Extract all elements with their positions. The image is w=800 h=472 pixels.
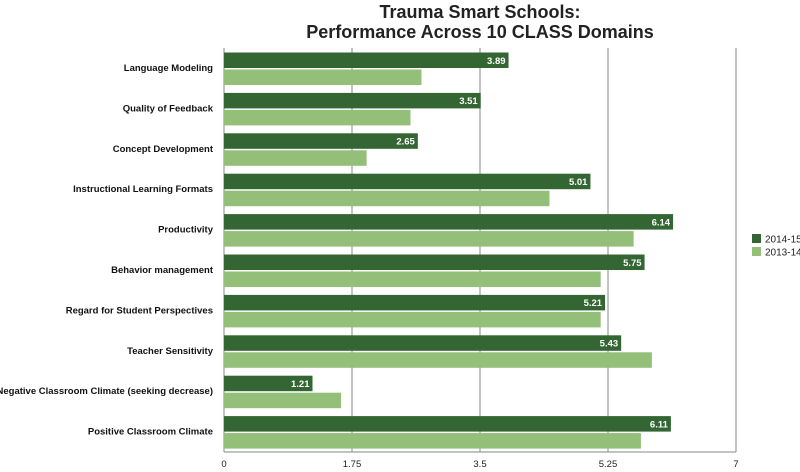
category-label: Positive Classroom Climate [88,427,213,438]
x-tick-label: 1.75 [343,459,362,470]
bar-2013-14 [224,231,634,247]
category-label: Behavior management [111,265,214,276]
chart-title-line-2: Performance Across 10 CLASS Domains [306,22,653,42]
bar-2014-15 [224,214,674,230]
legend-label: 2014-15 [765,235,800,246]
data-label-2014-15: 1.21 [291,379,310,390]
data-label-2014-15: 6.11 [650,419,669,430]
legend-label: 2013-14 [765,248,800,259]
data-label-2014-15: 6.14 [652,217,671,228]
category-label: Instructional Learning Formats [73,184,213,195]
bar-2013-14 [224,190,550,207]
bar-2013-14 [224,352,652,368]
data-label-2014-15: 2.65 [396,137,415,148]
bar-2014-15 [224,416,671,432]
category-label: Teacher Sensitivity [127,346,214,357]
category-label: Negative Classroom Climate (seeking decr… [0,386,213,397]
gridlines [223,48,737,453]
x-tick-label: 7 [733,459,738,470]
data-label-2014-15: 3.51 [459,96,478,107]
legend-swatch [752,247,761,256]
x-tick-label: 5.25 [599,459,618,470]
bar-2014-15 [224,52,509,68]
bar-2013-14 [224,392,342,409]
bar-2014-15 [224,254,645,270]
category-labels: Language Modeling Quality of Feedback Conc… [0,63,214,438]
bar-2014-15 [224,375,313,392]
bar-2014-15 [224,173,591,190]
bar-2013-14 [224,271,601,287]
bar-2013-14 [224,150,367,166]
category-label: Regard for Student Perspectives [66,305,213,316]
x-tick-label: 0 [221,459,226,470]
bar-2013-14 [224,433,641,449]
data-label-2014-15: 5.21 [584,298,603,309]
chart-title-line-1: Trauma Smart Schools: [379,2,580,22]
bar-2014-15 [224,335,622,351]
data-label-2014-15: 5.01 [569,177,588,188]
x-tick-label: 3.5 [473,459,486,470]
bars: 3.89 3.51 2.65 5.01 6.14 5.75 5.21 5.43 1.21 6.11 [224,52,674,449]
bar-2013-14 [224,109,411,126]
data-label-2014-15: 5.43 [600,339,619,350]
legend: 2014-15 2013-14 [752,234,800,259]
data-label-2014-15: 3.89 [487,56,506,67]
bar-2013-14 [224,311,601,328]
bar-2013-14 [224,69,422,85]
category-label: Language Modeling [124,63,213,74]
legend-swatch [752,234,761,243]
x-axis-ticks: 0 1.75 3.5 5.25 7 [221,459,738,470]
bar-2014-15 [224,294,606,311]
bar-2014-15 [224,92,481,109]
category-label: Quality of Feedback [123,103,214,114]
category-label: Concept Development [113,144,214,155]
category-label: Productivity [158,225,214,236]
bar-2014-15 [224,133,418,149]
data-label-2014-15: 5.75 [623,258,642,269]
